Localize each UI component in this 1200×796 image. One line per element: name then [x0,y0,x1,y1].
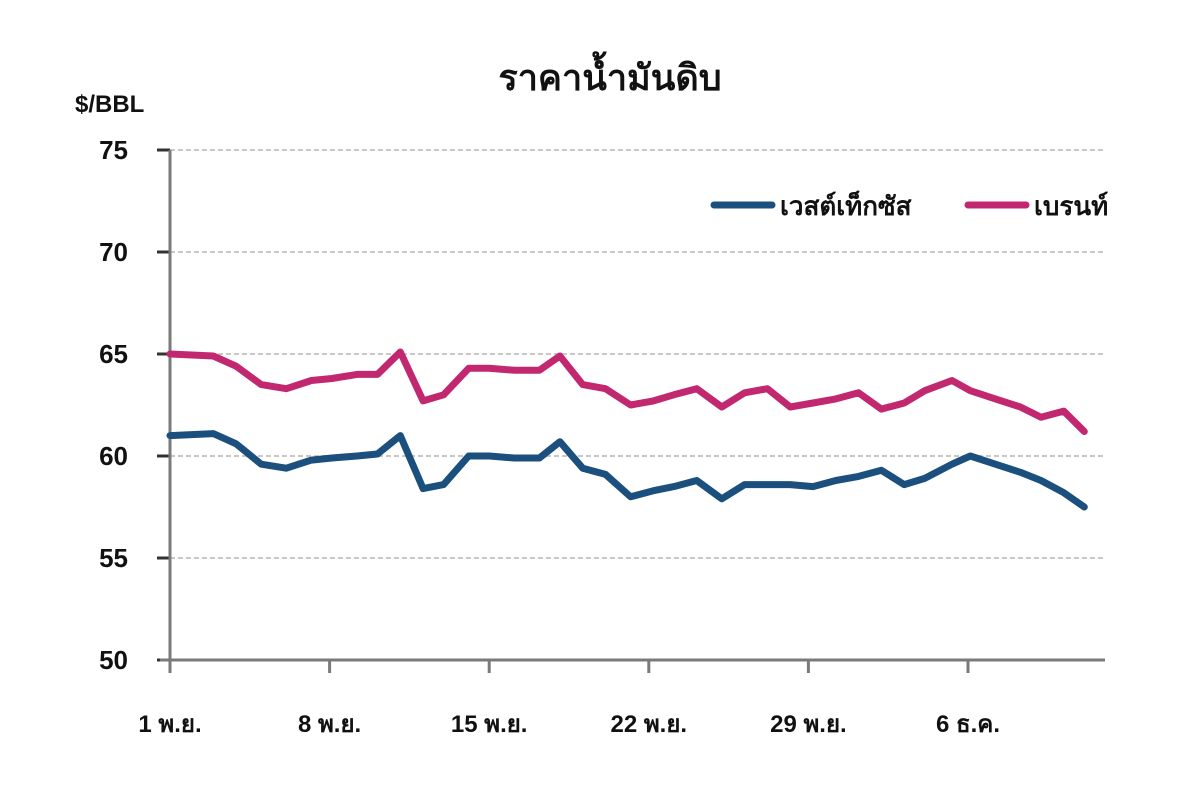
y-tick-label: 75 [99,135,128,165]
brent-series-line [166,348,1088,435]
x-tick-label: 6 ธ.ค. [936,711,1000,738]
chart-title: ราคาน้ำมันดิบ [498,51,721,98]
x-tick-label: 8 พ.ย. [298,711,361,738]
legend-label-wti: เวสต์เท็กซัส [780,190,912,221]
wti-series-line [166,430,1088,511]
x-tick-label: 1 พ.ย. [138,711,201,738]
y-tick-label: 70 [99,237,128,267]
x-tick-label: 22 พ.ย. [611,711,688,738]
y-axis-unit-label: $/BBL [75,91,144,118]
y-axis-ticks: 50 55 60 65 70 75 [99,135,170,675]
legend: เวสต์เท็กซัส เบรนท์ [710,190,1108,221]
y-tick-label: 60 [99,441,128,471]
legend-label-brent: เบรนท์ [1034,191,1108,221]
y-tick-label: 50 [99,645,128,675]
y-tick-label: 55 [99,543,128,573]
y-tick-label: 65 [99,339,128,369]
x-tick-label: 29 พ.ย. [770,711,847,738]
x-axis-ticks: 1 พ.ย. 8 พ.ย. 15 พ.ย. 22 พ.ย. 29 พ.ย. 6 ธ.ค. [138,660,1000,738]
x-tick-label: 15 พ.ย. [451,711,528,738]
